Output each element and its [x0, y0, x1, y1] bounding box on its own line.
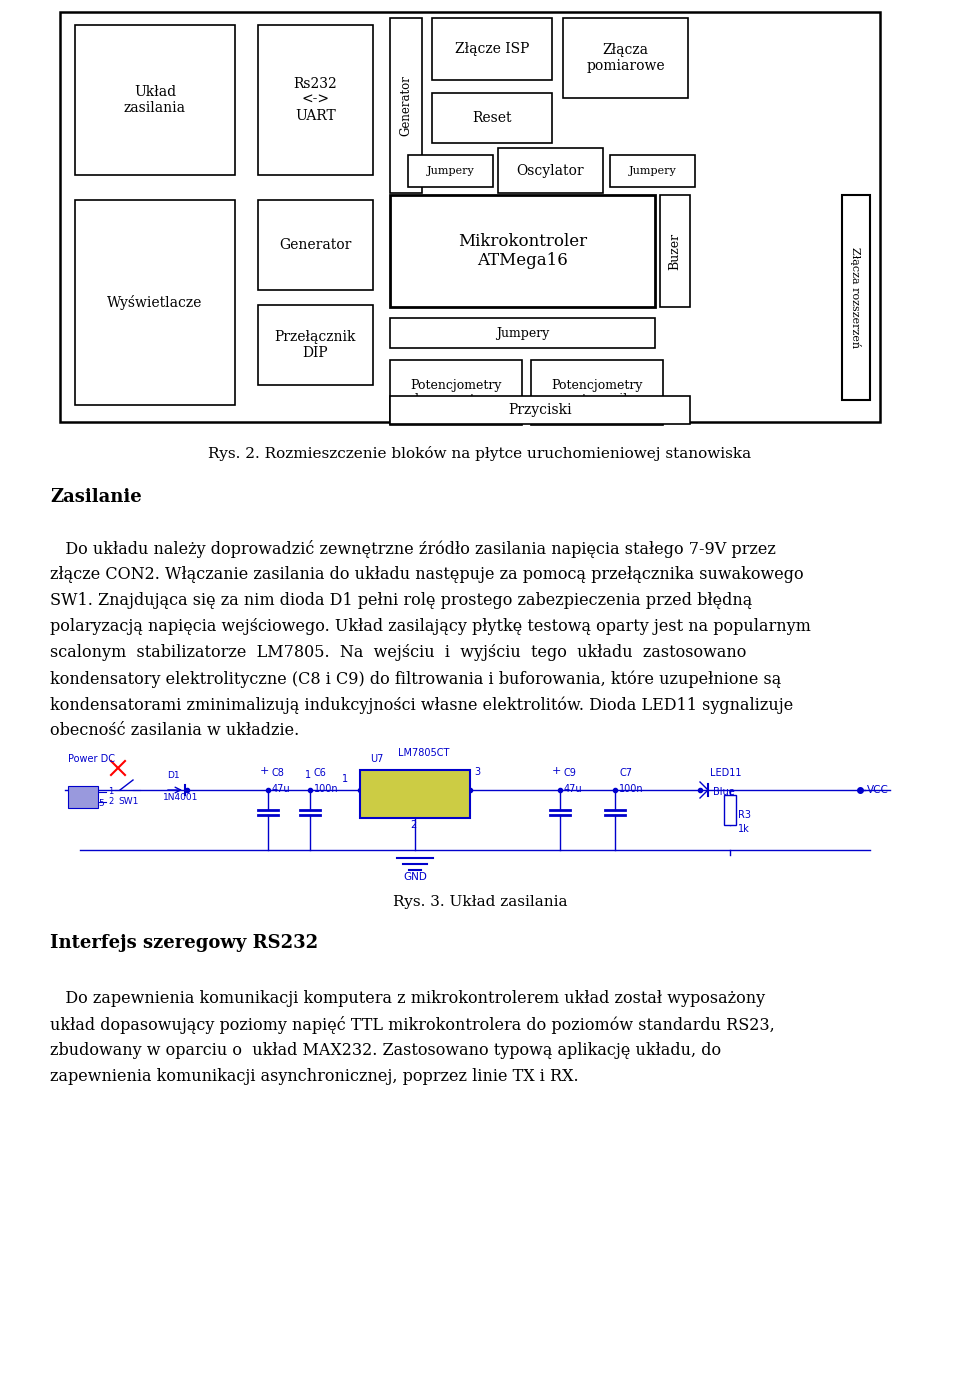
Text: obecność zasilania w układzie.: obecność zasilania w układzie.: [50, 723, 300, 739]
Text: Interfejs szeregowy RS232: Interfejs szeregowy RS232: [50, 934, 318, 952]
Text: 47u: 47u: [564, 785, 583, 794]
Text: C6: C6: [314, 768, 326, 778]
Text: Mikrokontroler
ATMega16: Mikrokontroler ATMega16: [458, 233, 588, 269]
Text: Generator: Generator: [279, 239, 351, 252]
Text: Wyświetlacze: Wyświetlacze: [108, 295, 203, 310]
Bar: [432, 92, 552, 143]
Text: GND: GND: [403, 872, 427, 883]
Text: scalonym  stabilizatorze  LM7805.  Na  wejściu  i  wyjściu  tego  układu  zastos: scalonym stabilizatorze LM7805. Na wejśc…: [50, 644, 746, 661]
Text: Jumpery: Jumpery: [426, 165, 474, 177]
Text: CON2: CON2: [71, 793, 95, 801]
Text: 1: 1: [342, 774, 348, 785]
Text: 1k: 1k: [738, 825, 750, 834]
Text: Rys. 2. Rozmieszczenie bloków na płytce uruchomieniowej stanowiska: Rys. 2. Rozmieszczenie bloków na płytce …: [208, 445, 752, 461]
Text: Potencjometry
komparatora: Potencjometry komparatora: [410, 378, 502, 407]
Text: LM7805CT: LM7805CT: [398, 747, 449, 758]
Text: polaryzacją napięcia wejściowego. Układ zasilający płytkę testową oparty jest na: polaryzacją napięcia wejściowego. Układ …: [50, 618, 811, 634]
Text: Potencjometry
przetwornika: Potencjometry przetwornika: [551, 378, 643, 407]
Bar: [498, 148, 603, 193]
Text: kondensatorami zminimalizują indukcyjności własne elektrolitów. Dioda LED11 sygn: kondensatorami zminimalizują indukcyjnoś…: [50, 696, 793, 713]
Text: 2: 2: [410, 821, 417, 830]
Text: LED11: LED11: [710, 768, 741, 778]
Bar: [390, 360, 522, 425]
Text: Układ
zasilania: Układ zasilania: [124, 85, 186, 114]
Text: Przełącznik
DIP: Przełącznik DIP: [275, 330, 356, 360]
Text: Buzer: Buzer: [668, 233, 682, 269]
Text: SW1. Znajdująca się za nim dioda D1 pełni rolę prostego zabezpieczenia przed błę: SW1. Znajdująca się za nim dioda D1 pełn…: [50, 592, 753, 610]
Text: 1: 1: [108, 787, 113, 797]
Text: złącze CON2. Włączanie zasilania do układu następuje za pomocą przełącznika suwa: złącze CON2. Włączanie zasilania do ukła…: [50, 565, 804, 583]
Text: Generator: Generator: [399, 74, 413, 137]
Bar: [75, 25, 235, 175]
Text: PWR2.5: PWR2.5: [70, 798, 105, 808]
Text: +: +: [260, 765, 270, 776]
Text: C8: C8: [272, 768, 285, 778]
Text: Do zapewnienia komunikacji komputera z mikrokontrolerem układ został wyposażony: Do zapewnienia komunikacji komputera z m…: [50, 990, 765, 1007]
Text: Reset: Reset: [472, 110, 512, 125]
Text: Power DC: Power DC: [68, 754, 115, 764]
Bar: [75, 200, 235, 405]
Text: SW1: SW1: [118, 797, 138, 805]
Text: Złącza
pomiarowe: Złącza pomiarowe: [587, 43, 665, 73]
Text: 47u: 47u: [272, 785, 291, 794]
Bar: [360, 769, 470, 818]
Text: zbudowany w oparciu o  układ MAX232. Zastosowano typową aplikację układu, do: zbudowany w oparciu o układ MAX232. Zast…: [50, 1043, 721, 1059]
Bar: [842, 194, 870, 400]
Text: 1N4001: 1N4001: [163, 793, 199, 803]
Bar: [390, 319, 655, 348]
Text: 2: 2: [108, 797, 113, 807]
Text: 100n: 100n: [619, 785, 643, 794]
Bar: [258, 25, 373, 175]
Bar: [531, 360, 663, 425]
Text: Do układu należy doprowadzić zewnętrzne źródło zasilania napięcia stałego 7-9V p: Do układu należy doprowadzić zewnętrzne …: [50, 541, 776, 558]
Text: Jumpery: Jumpery: [629, 165, 677, 177]
Text: U7: U7: [370, 754, 383, 764]
Bar: [258, 305, 373, 385]
Text: VCC: VCC: [867, 785, 889, 796]
Bar: [390, 18, 422, 193]
Bar: [724, 796, 736, 825]
Text: D1: D1: [167, 771, 180, 781]
Bar: [390, 396, 690, 423]
Bar: [60, 12, 880, 422]
Text: układ dopasowujący poziomy napięć TTL mikrokontrolera do poziomów standardu RS23: układ dopasowujący poziomy napięć TTL mi…: [50, 1016, 775, 1034]
Text: 1: 1: [305, 769, 311, 781]
Text: 3: 3: [474, 767, 480, 776]
Bar: [432, 18, 552, 80]
Text: 100n: 100n: [314, 785, 339, 794]
Text: Zasilanie: Zasilanie: [50, 488, 142, 506]
Text: C7: C7: [619, 768, 632, 778]
Text: Jumpery: Jumpery: [495, 327, 549, 339]
Text: GND: GND: [400, 798, 430, 811]
Text: Złącza rozszerzeń: Złącza rozszerzeń: [851, 247, 861, 348]
Text: Rs232
<->
UART: Rs232 <-> UART: [294, 77, 337, 123]
Bar: [610, 154, 695, 188]
Text: Oscylator: Oscylator: [516, 164, 585, 178]
Text: R3: R3: [738, 809, 751, 821]
Text: IN    OUT: IN OUT: [386, 782, 444, 794]
Bar: [408, 154, 493, 188]
Bar: [660, 194, 690, 308]
Bar: [68, 786, 98, 808]
Text: +: +: [552, 765, 562, 776]
Text: kondensatory elektrolityczne (C8 i C9) do filtrowania i buforowania, które uzupe: kondensatory elektrolityczne (C8 i C9) d…: [50, 670, 781, 688]
Text: Przyciski: Przyciski: [508, 403, 572, 416]
Text: C9: C9: [564, 768, 577, 778]
Text: Blue: Blue: [713, 787, 734, 797]
Bar: [390, 194, 655, 308]
Bar: [258, 200, 373, 290]
Bar: [563, 18, 688, 98]
Text: Złącze ISP: Złącze ISP: [455, 41, 529, 57]
Text: Rys. 3. Układ zasilania: Rys. 3. Układ zasilania: [393, 895, 567, 909]
Text: zapewnienia komunikacji asynchronicznej, poprzez linie TX i RX.: zapewnienia komunikacji asynchronicznej,…: [50, 1067, 579, 1085]
